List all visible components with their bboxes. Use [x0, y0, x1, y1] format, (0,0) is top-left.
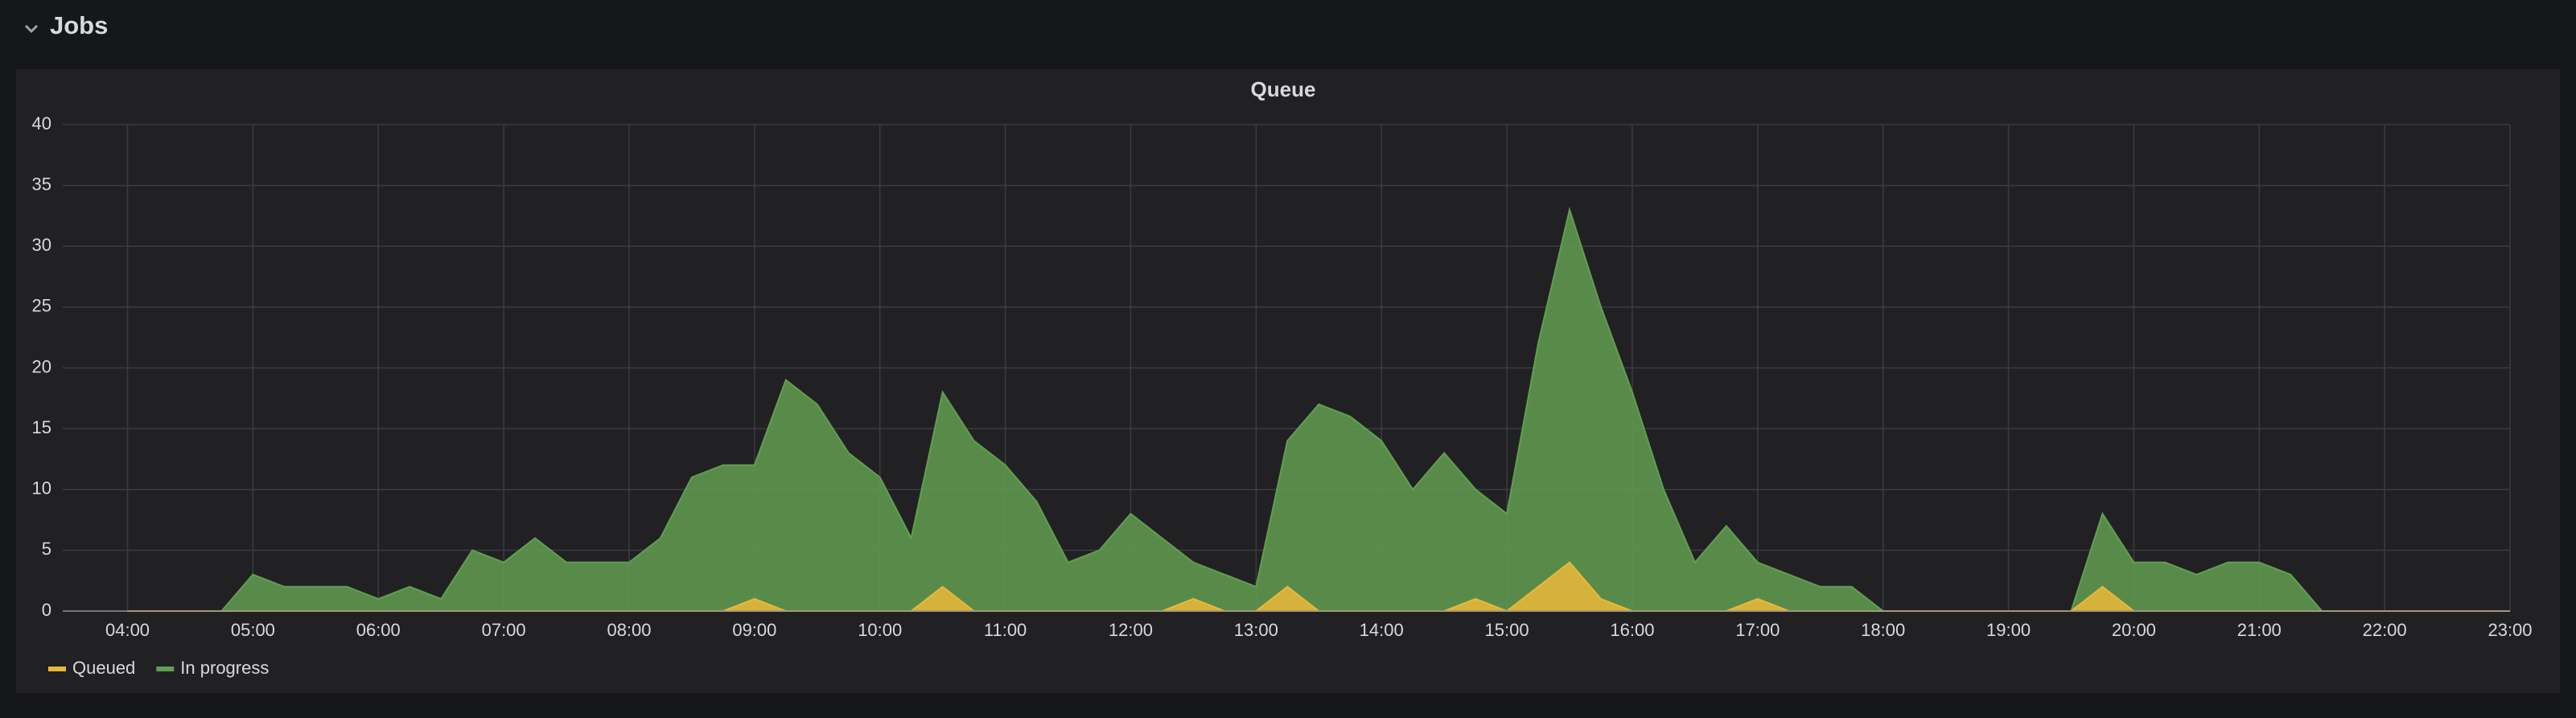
x-tick-label: 20:00: [2112, 620, 2156, 640]
y-tick-label: 5: [42, 539, 51, 559]
x-tick-label: 07:00: [482, 620, 526, 640]
y-tick-label: 15: [32, 417, 51, 437]
x-tick-label: 06:00: [356, 620, 401, 640]
x-tick-label: 14:00: [1360, 620, 1404, 640]
x-tick-label: 15:00: [1485, 620, 1529, 640]
y-tick-label: 25: [32, 296, 51, 316]
x-tick-label: 09:00: [732, 620, 776, 640]
y-tick-label: 0: [42, 600, 51, 620]
series-area: [127, 207, 2510, 612]
x-tick-label: 10:00: [858, 620, 902, 640]
x-tick-label: 16:00: [1610, 620, 1654, 640]
y-tick-label: 40: [32, 113, 51, 133]
y-tick-label: 20: [32, 356, 51, 376]
x-tick-label: 13:00: [1234, 620, 1278, 640]
x-tick-label: 11:00: [984, 620, 1027, 640]
x-tick-label: 19:00: [1986, 620, 2031, 640]
x-tick-label: 04:00: [105, 620, 150, 640]
y-tick-label: 30: [32, 235, 51, 255]
x-tick-label: 05:00: [231, 620, 275, 640]
legend-label[interactable]: Queued: [72, 658, 135, 678]
x-tick-label: 21:00: [2237, 620, 2282, 640]
y-tick-label: 35: [32, 174, 51, 194]
x-tick-label: 08:00: [607, 620, 651, 640]
row-title[interactable]: Jobs: [50, 11, 108, 39]
legend-label[interactable]: In progress: [180, 658, 269, 678]
y-tick-label: 10: [32, 478, 51, 498]
x-tick-label: 17:00: [1735, 620, 1780, 640]
x-tick-label: 12:00: [1109, 620, 1153, 640]
x-tick-label: 18:00: [1861, 620, 1905, 640]
row-chevron[interactable]: [24, 24, 39, 34]
x-tick-label: 22:00: [2363, 620, 2407, 640]
x-tick-label: 23:00: [2488, 620, 2532, 640]
panel-title[interactable]: Queue: [1251, 77, 1316, 101]
